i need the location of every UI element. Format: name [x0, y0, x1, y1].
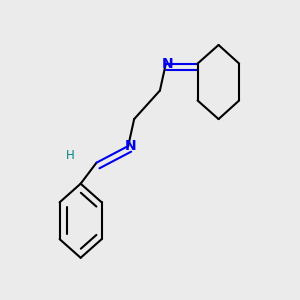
Text: H: H: [66, 149, 75, 162]
Text: N: N: [162, 57, 174, 70]
Text: N: N: [124, 139, 136, 153]
